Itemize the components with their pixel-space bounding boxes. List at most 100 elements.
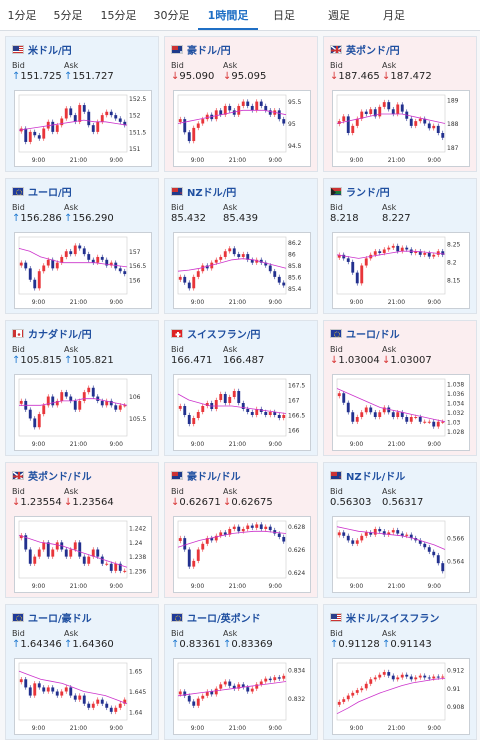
- pair-name[interactable]: NZドル/円: [187, 187, 237, 199]
- currency-card[interactable]: NZドル/円 Bid Ask 85.432 85.439 86.2 86 85.8 85.6 85…: [164, 178, 318, 314]
- flag-icon: [171, 44, 183, 54]
- bid-value: 187.465: [338, 71, 380, 82]
- pair-name[interactable]: スイスフラン/円: [187, 329, 261, 341]
- pair-name[interactable]: ユーロ/豪ドル: [28, 613, 92, 625]
- currency-card[interactable]: ユーロ/豪ドル Bid Ask ↑1.64346 ↑1.64360 1.65 1.645 1.…: [5, 604, 159, 740]
- pair-name[interactable]: ユーロ/円: [28, 187, 72, 199]
- candle-body: [96, 121, 100, 132]
- candle-body: [259, 259, 263, 263]
- candle-body: [378, 674, 382, 678]
- x-tick-label: 9:00: [350, 441, 364, 448]
- mini-chart[interactable]: 0.834 0.832 9:00 21:00 9:00: [173, 658, 311, 735]
- tab-timeframe[interactable]: 1時間足: [198, 0, 258, 30]
- mini-chart[interactable]: 8.25 8.2 8.15 9:00 21:00 9:00: [332, 232, 470, 309]
- mini-chart[interactable]: 167.5 167 166.5 166 9:00 21:00 9:00: [173, 374, 311, 451]
- candle-body: [387, 532, 391, 535]
- candle-body: [118, 268, 122, 272]
- bid-label: Bid: [330, 345, 343, 354]
- mini-chart[interactable]: 95.5 95 94.5 9:00 21:00 9:00: [173, 90, 311, 167]
- candle-body: [87, 703, 91, 708]
- x-tick-label: 21:00: [70, 583, 87, 590]
- tab-timeframe[interactable]: 30分足: [153, 9, 190, 22]
- x-tick-label: 9:00: [32, 725, 46, 732]
- candle-body: [87, 387, 91, 393]
- x-tick-label: 21:00: [388, 725, 405, 732]
- x-tick-label: 9:00: [268, 725, 282, 732]
- y-tick-label: 1.03: [447, 419, 461, 426]
- candle-body: [382, 102, 386, 107]
- currency-card[interactable]: カナダドル/円 Bid Ask ↑105.815 ↑105.821 106 105.5 9:0…: [5, 320, 159, 456]
- candle-body: [187, 695, 191, 702]
- tab-timeframe[interactable]: 1分足: [7, 9, 37, 22]
- x-tick-label: 9:00: [32, 157, 46, 164]
- pair-name[interactable]: 豪ドル/ドル: [187, 471, 241, 483]
- mini-chart[interactable]: 1.65 1.645 1.64 9:00 21:00 9:00: [14, 658, 152, 735]
- direction-arrow-icon: ↑: [12, 355, 21, 366]
- candlestick-chart: 8.25 8.2 8.15 9:00 21:00 9:00: [336, 236, 461, 306]
- candle-body: [105, 400, 109, 406]
- candle-body: [250, 525, 254, 528]
- pair-name[interactable]: 米ドル/円: [28, 45, 72, 57]
- candle-body: [223, 394, 227, 403]
- pair-name[interactable]: ユーロ/英ポンド: [187, 613, 261, 625]
- candlestick-chart: 189 188 187 9:00 21:00 9:00: [336, 94, 459, 164]
- mini-chart[interactable]: 0.628 0.626 0.624 9:00 21:00 9:00: [173, 516, 311, 593]
- mini-chart[interactable]: 0.566 0.564 9:00 21:00 9:00: [332, 516, 470, 593]
- pair-name[interactable]: 豪ドル/円: [187, 45, 231, 57]
- pair-name[interactable]: 米ドル/スイスフラン: [346, 613, 440, 625]
- currency-card[interactable]: 豪ドル/円 Bid Ask ↓95.090 ↓95.095 95.5 95 94.5 9:00 2…: [164, 36, 318, 172]
- candle-body: [214, 259, 218, 263]
- candle-body: [96, 256, 100, 263]
- mini-chart[interactable]: 0.912 0.91 0.908 9:00 21:00 9:00: [332, 658, 470, 735]
- currency-card[interactable]: ユーロ/英ポンド Bid Ask ↑0.83361 ↑0.83369 0.834 0.832…: [164, 604, 318, 740]
- candle-body: [400, 533, 404, 536]
- currency-card[interactable]: 英ポンド/ドル Bid Ask ↓1.23554 ↓1.23564 1.242 1.24 1.…: [5, 462, 159, 598]
- mini-chart[interactable]: 1.038 1.036 1.034 1.032 1.03 1.028 9:00 21:00 9:…: [332, 374, 470, 451]
- currency-card[interactable]: 米ドル/円 Bid Ask ↑151.725 ↑151.727 152.5 152 151.5…: [5, 36, 159, 172]
- y-tick-label: 0.834: [288, 668, 305, 675]
- currency-card[interactable]: 豪ドル/ドル Bid Ask ↓0.62671 ↓0.62675 0.628 0.626 0.…: [164, 462, 318, 598]
- pair-name[interactable]: NZドル/ドル: [346, 471, 406, 483]
- mini-chart[interactable]: 1.242 1.24 1.238 1.236 9:00 21:00 9:00: [14, 516, 152, 593]
- pair-name[interactable]: カナダドル/円: [28, 329, 92, 341]
- pair-name[interactable]: 英ポンド/ドル: [28, 471, 92, 483]
- direction-arrow-icon: ↓: [171, 71, 180, 82]
- tab-timeframe[interactable]: 日足: [273, 9, 295, 22]
- y-tick-label: 1.236: [129, 568, 146, 575]
- currency-card[interactable]: 英ポンド/円 Bid Ask ↓187.465 ↓187.472 189 188 187 9:0…: [323, 36, 477, 172]
- currency-card[interactable]: ユーロ/円 Bid Ask ↑156.286 ↑156.290 157 156.5 156 9:…: [5, 178, 159, 314]
- tab-timeframe[interactable]: 15分足: [100, 9, 137, 22]
- card-header: 英ポンド/円: [330, 42, 400, 57]
- ask-label: Ask: [382, 61, 397, 70]
- currency-card[interactable]: 米ドル/スイスフラン Bid Ask ↑0.91128 ↑0.91143 0.912 0.9…: [323, 604, 477, 740]
- x-tick-label: 9:00: [268, 441, 282, 448]
- candle-body: [219, 684, 223, 689]
- pair-name[interactable]: ユーロ/ドル: [346, 329, 400, 341]
- card-header: NZドル/円: [171, 184, 237, 199]
- mini-chart[interactable]: 152.5 152 151.5 151 9:00 21:00 9:00: [14, 90, 152, 167]
- card-header: スイスフラン/円: [171, 326, 261, 341]
- tab-timeframe[interactable]: 月足: [383, 9, 405, 22]
- mini-chart[interactable]: 86.2 86 85.8 85.6 85.4 9:00 21:00 9:00: [173, 232, 311, 309]
- currency-card[interactable]: ユーロ/ドル Bid Ask ↓1.03004 ↓1.03007 1.038 1.036 1.…: [323, 320, 477, 456]
- candle-body: [28, 687, 32, 696]
- candle-body: [201, 119, 205, 124]
- y-tick-label: 151: [129, 146, 141, 153]
- currency-card[interactable]: スイスフラン/円 Bid Ask 166.471 166.487 167.5 167 166.…: [164, 320, 318, 456]
- pair-name[interactable]: 英ポンド/円: [346, 45, 400, 57]
- bid-label: Bid: [12, 629, 25, 638]
- candle-body: [423, 421, 427, 423]
- ask-label: Ask: [64, 629, 79, 638]
- tab-timeframe[interactable]: 週足: [328, 9, 350, 22]
- mini-chart[interactable]: 157 156.5 156 9:00 21:00 9:00: [14, 232, 152, 309]
- pair-name[interactable]: ランド/円: [346, 187, 390, 199]
- currency-card[interactable]: ランド/円 Bid Ask 8.218 8.227 8.25 8.2 8.15 9:00 21:0…: [323, 178, 477, 314]
- ask-value: 1.03007: [390, 355, 432, 366]
- candle-body: [418, 675, 422, 678]
- candle-body: [192, 560, 196, 567]
- mini-chart[interactable]: 106 105.5 9:00 21:00 9:00: [14, 374, 152, 451]
- mini-chart[interactable]: 189 188 187 9:00 21:00 9:00: [332, 90, 470, 167]
- candle-body: [109, 262, 113, 266]
- currency-card[interactable]: NZドル/ドル Bid Ask 0.56303 0.56317 0.566 0.564 9:0…: [323, 462, 477, 598]
- tab-timeframe[interactable]: 5分足: [53, 9, 83, 22]
